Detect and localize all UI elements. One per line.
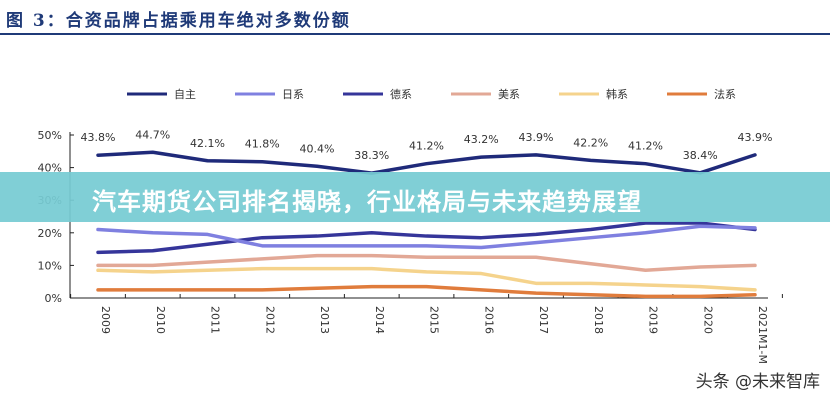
data-label: 44.7% — [135, 128, 170, 141]
y-tick-label: 20% — [38, 227, 62, 240]
x-tick-label: 2010 — [154, 306, 167, 334]
data-label: 38.3% — [354, 149, 389, 162]
x-tick-label: 2016 — [482, 306, 495, 334]
data-label: 43.9% — [519, 131, 554, 144]
legend-label: 德系 — [390, 87, 412, 101]
x-tick-label: 2011 — [209, 306, 222, 334]
legend-label: 自主 — [174, 88, 196, 101]
x-tick-label: 2009 — [99, 306, 112, 334]
series-line-法系 — [96, 284, 757, 299]
series-line-韩系 — [96, 266, 757, 292]
headline-text: 汽车期货公司排名揭晓，行业格局与未来趋势展望 — [92, 188, 642, 216]
y-tick-label: 10% — [38, 259, 62, 272]
x-tick-label: 2019 — [647, 306, 660, 334]
x-tick-label: 2014 — [373, 306, 386, 334]
data-label: 43.2% — [464, 133, 499, 146]
data-label: 41.2% — [409, 140, 444, 153]
data-label: 43.8% — [81, 131, 116, 144]
watermark: 头条 @未来智库 — [695, 372, 820, 392]
series-line-美系 — [96, 253, 757, 273]
x-tick-label: 2017 — [537, 306, 550, 334]
legend-label: 韩系 — [606, 87, 628, 101]
series-line-日系 — [96, 224, 757, 250]
data-label: 42.2% — [573, 136, 608, 149]
title-divider — [0, 33, 830, 35]
data-label: 42.1% — [190, 137, 225, 150]
y-tick-label: 0% — [45, 292, 62, 305]
x-tick-label: 2015 — [428, 306, 441, 334]
x-tick-label: 2012 — [263, 306, 276, 334]
headline-banner: 汽车期货公司排名揭晓，行业格局与未来趋势展望 — [0, 172, 830, 222]
data-label: 41.8% — [245, 138, 280, 151]
x-tick-label: 2018 — [592, 306, 605, 334]
x-tick-label: 2013 — [318, 306, 331, 334]
data-label: 41.2% — [628, 140, 663, 153]
data-label: 38.4% — [683, 149, 718, 162]
y-tick-label: 50% — [38, 129, 62, 142]
legend-label: 美系 — [498, 88, 520, 101]
legend-label: 日系 — [282, 88, 304, 101]
x-tick-label: 2021M1-M — [756, 306, 769, 364]
chart-title: 图 3：合资品牌占据乘用车绝对多数份额 — [6, 11, 351, 31]
y-tick-label: 40% — [38, 162, 62, 175]
data-label: 40.4% — [300, 142, 335, 155]
x-tick-label: 2020 — [701, 306, 714, 334]
data-label: 43.9% — [738, 131, 773, 144]
series-line-自主 — [96, 150, 757, 175]
legend-label: 法系 — [714, 87, 736, 101]
series-line-德系 — [96, 221, 757, 255]
